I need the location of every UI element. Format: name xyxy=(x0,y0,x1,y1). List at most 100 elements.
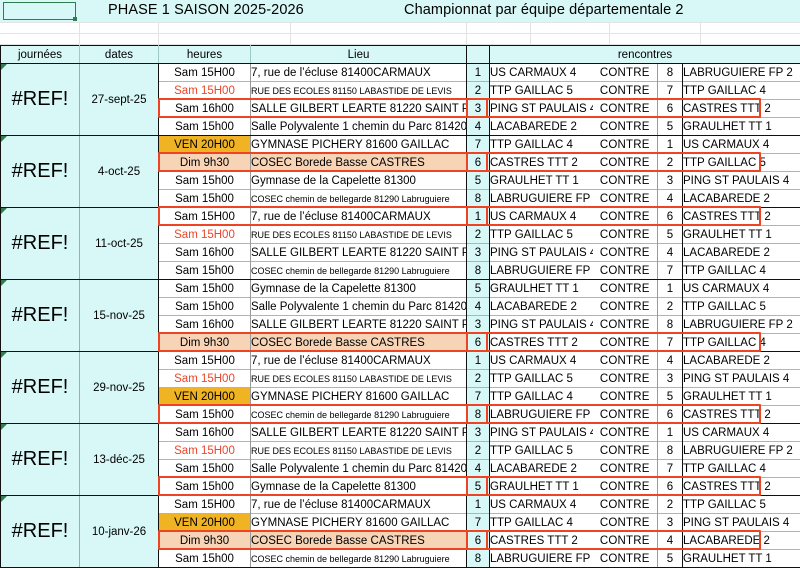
home-team-cell[interactable]: LACABAREDE 2 xyxy=(490,118,593,136)
journee-cell[interactable]: #REF! xyxy=(1,136,80,208)
lieu-cell[interactable]: SALLE GILBERT LEARTE 81220 SAINT PAUL xyxy=(251,244,467,262)
home-team-cell[interactable]: LACABAREDE 2 xyxy=(490,298,593,316)
lieu-cell[interactable]: RUE DES ECOLES 81150 LABASTIDE DE LEVIS xyxy=(251,82,467,100)
home-team-number-cell[interactable]: 4 xyxy=(467,460,490,478)
heure-cell[interactable]: Sam 15H00 xyxy=(159,226,251,244)
home-team-cell[interactable]: US CARMAUX 4 xyxy=(490,352,593,370)
heure-cell[interactable]: Sam 15h00 xyxy=(159,406,251,424)
home-team-number-cell[interactable]: 2 xyxy=(467,442,490,460)
home-team-cell[interactable]: GRAULHET TT 1 xyxy=(490,280,593,298)
away-team-cell[interactable]: TTP GAILLAC 5 xyxy=(683,496,800,514)
selected-cell[interactable] xyxy=(3,2,76,20)
lieu-cell[interactable]: Gymnase de la Capelette 81300 xyxy=(251,478,467,496)
home-team-number-cell[interactable]: 5 xyxy=(467,478,490,496)
heure-cell[interactable]: Sam 15H00 xyxy=(159,82,251,100)
away-team-cell[interactable]: LABRUGUIERE FP 2 xyxy=(683,316,800,334)
lieu-cell[interactable]: Salle Polyvalente 1 chemin du Parc 81420… xyxy=(251,298,467,316)
home-team-number-cell[interactable]: 5 xyxy=(467,280,490,298)
home-team-cell[interactable]: PING ST PAULAIS 4 xyxy=(490,316,593,334)
home-team-number-cell[interactable]: 3 xyxy=(467,316,490,334)
heure-cell[interactable]: Sam 15h00 xyxy=(159,118,251,136)
away-team-cell[interactable]: TTP GAILLAC 4 xyxy=(683,82,800,100)
home-team-cell[interactable]: PING ST PAULAIS 4 xyxy=(490,244,593,262)
away-team-cell[interactable]: GRAULHET TT 1 xyxy=(683,226,800,244)
heure-cell[interactable]: Sam 15h00 xyxy=(159,478,251,496)
lieu-cell[interactable]: Salle Polyvalente 1 chemin du Parc 81420… xyxy=(251,118,467,136)
home-team-cell[interactable]: TTP GAILLAC 4 xyxy=(490,388,593,406)
heure-cell[interactable]: Dim 9h30 xyxy=(159,532,251,550)
heure-cell[interactable]: Sam 15h00 xyxy=(159,460,251,478)
home-team-number-cell[interactable]: 5 xyxy=(467,172,490,190)
home-team-number-cell[interactable]: 3 xyxy=(467,424,490,442)
home-team-cell[interactable]: LABRUGUIERE FP 2 xyxy=(490,262,593,280)
lieu-cell[interactable]: GYMNASE PICHERY 81600 GAILLAC xyxy=(251,514,467,532)
column-header-rencontres[interactable]: rencontres xyxy=(490,46,800,64)
lieu-cell[interactable]: SALLE GILBERT LEARTE 81220 SAINT PAUL xyxy=(251,100,467,118)
away-team-cell[interactable]: TTP GAILLAC 4 xyxy=(683,460,800,478)
away-team-cell[interactable]: CASTRES TTT 2 xyxy=(683,208,800,226)
home-team-cell[interactable]: LABRUGUIERE FP 2 xyxy=(490,406,593,424)
journee-cell[interactable]: #REF! xyxy=(1,424,80,496)
home-team-number-cell[interactable]: 6 xyxy=(467,334,490,352)
heure-cell[interactable]: Sam 15h00 xyxy=(159,262,251,280)
lieu-cell[interactable]: 7, rue de l’écluse 81400CARMAUX xyxy=(251,64,467,82)
home-team-cell[interactable]: PING ST PAULAIS 4 xyxy=(490,424,593,442)
away-team-number-cell[interactable]: 1 xyxy=(658,280,683,298)
heure-cell[interactable]: Sam 15H00 xyxy=(159,496,251,514)
away-team-number-cell[interactable]: 8 xyxy=(658,64,683,82)
journee-cell[interactable]: #REF! xyxy=(1,352,80,424)
away-team-number-cell[interactable]: 7 xyxy=(658,82,683,100)
lieu-cell[interactable]: 7, rue de l’écluse 81400CARMAUX xyxy=(251,208,467,226)
home-team-cell[interactable]: CASTRES TTT 2 xyxy=(490,154,593,172)
away-team-number-cell[interactable]: 4 xyxy=(658,244,683,262)
home-team-number-cell[interactable]: 1 xyxy=(467,208,490,226)
home-team-cell[interactable]: LABRUGUIERE FP 2 xyxy=(490,190,593,208)
home-team-cell[interactable]: GRAULHET TT 1 xyxy=(490,172,593,190)
heure-cell[interactable]: Dim 9h30 xyxy=(159,334,251,352)
away-team-number-cell[interactable]: 6 xyxy=(658,100,683,118)
away-team-cell[interactable]: CASTRES TTT 2 xyxy=(683,100,800,118)
away-team-number-cell[interactable]: 1 xyxy=(658,136,683,154)
fill-handle[interactable] xyxy=(73,17,77,21)
lieu-cell[interactable]: Salle Polyvalente 1 chemin du Parc 81420… xyxy=(251,460,467,478)
lieu-cell[interactable]: 7, rue de l’écluse 81400CARMAUX xyxy=(251,352,467,370)
journee-cell[interactable]: #REF! xyxy=(1,496,80,568)
home-team-cell[interactable]: TTP GAILLAC 4 xyxy=(490,514,593,532)
away-team-number-cell[interactable]: 7 xyxy=(658,460,683,478)
lieu-cell[interactable]: SALLE GILBERT LEARTE 81220 SAINT PAUL xyxy=(251,424,467,442)
heure-cell[interactable]: Sam 15H00 xyxy=(159,64,251,82)
home-team-number-cell[interactable]: 1 xyxy=(467,496,490,514)
lieu-cell[interactable]: COSEC Borede Basse CASTRES xyxy=(251,334,467,352)
date-cell[interactable]: 11-oct-25 xyxy=(80,208,159,280)
lieu-cell[interactable]: COSEC chemin de bellegarde 81290 Labrugu… xyxy=(251,262,467,280)
away-team-cell[interactable]: LACABAREDE 2 xyxy=(683,352,800,370)
lieu-cell[interactable]: SALLE GILBERT LEARTE 81220 SAINT PAUL xyxy=(251,316,467,334)
home-team-number-cell[interactable]: 4 xyxy=(467,298,490,316)
home-team-cell[interactable]: US CARMAUX 4 xyxy=(490,496,593,514)
away-team-number-cell[interactable]: 4 xyxy=(658,532,683,550)
away-team-cell[interactable]: PING ST PAULAIS 4 xyxy=(683,370,800,388)
away-team-cell[interactable]: LABRUGUIERE FP 2 xyxy=(683,442,800,460)
lieu-cell[interactable]: GYMNASE PICHERY 81600 GAILLAC xyxy=(251,136,467,154)
lieu-cell[interactable]: COSEC Borede Basse CASTRES xyxy=(251,154,467,172)
column-header-dates[interactable]: dates xyxy=(80,46,159,64)
column-header-lieu[interactable]: Lieu xyxy=(251,46,467,64)
home-team-number-cell[interactable]: 4 xyxy=(467,118,490,136)
home-team-number-cell[interactable]: 8 xyxy=(467,262,490,280)
lieu-cell[interactable]: RUE DES ECOLES 81150 LABASTIDE DE LEVIS xyxy=(251,370,467,388)
away-team-number-cell[interactable]: 3 xyxy=(658,514,683,532)
home-team-number-cell[interactable]: 1 xyxy=(467,64,490,82)
home-team-number-cell[interactable]: 1 xyxy=(467,352,490,370)
heure-cell[interactable]: Sam 15H00 xyxy=(159,352,251,370)
away-team-cell[interactable]: US CARMAUX 4 xyxy=(683,280,800,298)
away-team-number-cell[interactable]: 6 xyxy=(658,478,683,496)
heure-cell[interactable]: Sam 15h00 xyxy=(159,190,251,208)
away-team-number-cell[interactable]: 8 xyxy=(658,442,683,460)
away-team-number-cell[interactable]: 4 xyxy=(658,352,683,370)
away-team-cell[interactable]: LABRUGUIERE FP 2 xyxy=(683,64,800,82)
away-team-cell[interactable]: TTP GAILLAC 5 xyxy=(683,154,800,172)
heure-cell[interactable]: Sam 16h00 xyxy=(159,316,251,334)
lieu-cell[interactable]: COSEC Borede Basse CASTRES xyxy=(251,532,467,550)
home-team-cell[interactable]: TTP GAILLAC 5 xyxy=(490,370,593,388)
away-team-cell[interactable]: GRAULHET TT 1 xyxy=(683,388,800,406)
